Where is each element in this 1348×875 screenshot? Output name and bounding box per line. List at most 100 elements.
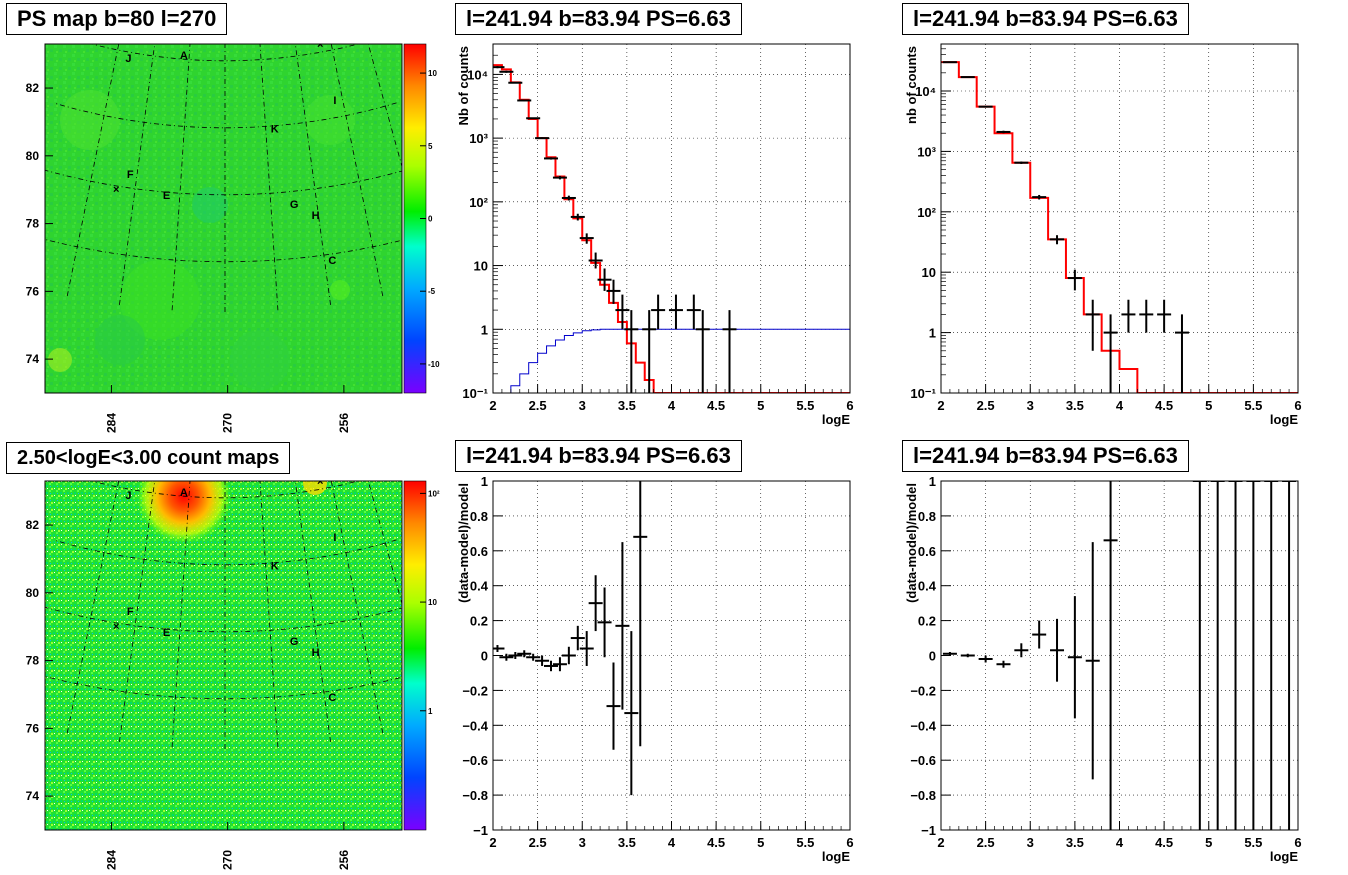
y-tick-label: 0.2	[918, 614, 936, 629]
map-y-tick-label: 82	[26, 518, 40, 532]
plot-res_right: 2 2.5 3 3.5 4 4.5 5 5.5 6 1 0.8 0.6 0.4 0.2 0 −0.2 −0.4 −…	[904, 474, 1302, 864]
y-tick-label: 1	[481, 322, 488, 337]
y-axis-label: (data-model)/model	[456, 483, 471, 603]
x-tick-label: 2	[489, 835, 496, 850]
map-top-patch	[120, 260, 200, 340]
map-source-label: E	[163, 190, 170, 202]
map-y-tick-label: 78	[26, 654, 40, 668]
x-tick-label: 5.5	[1244, 835, 1262, 850]
x-tick-label: 5	[1205, 835, 1212, 850]
map-graticule-lat	[53, 539, 397, 566]
map-top-title: PS map b=80 l=270	[6, 3, 228, 35]
map-bottom-spot	[303, 481, 327, 495]
map-top-patch	[48, 348, 72, 372]
x-tick-label: 4	[668, 835, 676, 850]
map-source-label: G	[290, 636, 299, 648]
y-tick-label: −0.4	[462, 718, 488, 733]
x-tick-label: 4	[1116, 835, 1124, 850]
map-y-tick-label: 82	[26, 81, 40, 95]
x-tick-label: 6	[1294, 398, 1301, 413]
map-graticule-lon	[330, 44, 384, 297]
map-x-tick-label: 256	[337, 413, 351, 433]
x-tick-label: 3.5	[618, 398, 636, 413]
map-colorbar-frame	[403, 480, 427, 831]
map-y-tick-label: 76	[26, 284, 40, 298]
y-tick-label: 0.4	[470, 579, 489, 594]
y-tick-label: 10²	[469, 195, 488, 210]
map-source-label: J	[125, 490, 131, 502]
map-cross-marker: ×	[113, 621, 119, 633]
plot-res_left: 2 2.5 3 3.5 4 4.5 5 5.5 6 1 0.8 0.6 0.4 0.2 0 −0.2 −0.4 −…	[456, 474, 854, 864]
map-graticule-lon	[294, 44, 331, 305]
spec-right-title: l=241.94 b=83.94 PS=6.63	[902, 3, 1189, 35]
x-tick-label: 4.5	[707, 835, 725, 850]
map-top: ××DLAJIKEFGHC82807876742842702561050-5-1…	[26, 43, 440, 433]
map-source-label: G	[290, 199, 299, 211]
x-tick-label: 2.5	[977, 835, 995, 850]
map-graticule-lat	[53, 102, 397, 129]
colorbar-tick-label: -5	[428, 287, 436, 296]
y-tick-label: 10³	[917, 144, 936, 159]
efficiency-histogram	[493, 328, 850, 393]
y-tick-label: −0.8	[462, 788, 488, 803]
map-graticule-lon	[171, 44, 191, 311]
x-axis-label: logE	[822, 412, 850, 427]
map-source-label: I	[333, 532, 336, 544]
x-tick-label: 2.5	[529, 835, 547, 850]
map-source-label: C	[328, 692, 336, 704]
plot-spec_left: 2 2.5 3 3.5 4 4.5 5 5.5 6 10⁻¹ 1 10 10² 10³ 10⁴ logE Nb …	[456, 43, 854, 427]
map-source-label: H	[312, 647, 320, 659]
x-tick-label: 4	[668, 398, 676, 413]
map-y-tick-label: 80	[26, 586, 40, 600]
map-graticule-lon	[119, 44, 156, 305]
x-tick-label: 4	[1116, 398, 1124, 413]
y-tick-label: 0.8	[918, 509, 936, 524]
y-tick-label: 0.4	[918, 579, 937, 594]
colorbar-tick-label: 0	[428, 215, 433, 224]
y-tick-label: −0.6	[910, 753, 936, 768]
map-source-label: E	[163, 627, 170, 639]
y-tick-label: 10⁴	[915, 84, 936, 99]
x-tick-label: 4.5	[707, 398, 725, 413]
plot-spec_right: 2 2.5 3 3.5 4 4.5 5 5.5 6 10⁻¹ 1 10 10² 10³ 10⁴ logE nb …	[904, 43, 1302, 427]
x-axis-label: logE	[822, 849, 850, 864]
x-tick-label: 2.5	[977, 398, 995, 413]
x-tick-label: 6	[1294, 835, 1301, 850]
map-source-label: A	[180, 50, 188, 62]
x-tick-label: 5.5	[1244, 398, 1262, 413]
map-top-patch	[192, 187, 228, 223]
y-tick-label: −0.6	[462, 753, 488, 768]
map-y-tick-label: 74	[26, 789, 40, 803]
plot-frame	[940, 43, 1299, 394]
map-top-colorbar	[404, 44, 426, 393]
map-top-patch	[95, 315, 145, 365]
map-graticule-lon	[171, 481, 191, 748]
x-tick-label: 6	[846, 398, 853, 413]
x-tick-label: 6	[846, 835, 853, 850]
y-tick-label: 10	[922, 265, 936, 280]
colorbar-tick-label: 10²	[428, 489, 440, 498]
y-tick-label: −0.8	[910, 788, 936, 803]
y-tick-label: 0	[929, 649, 936, 664]
map-source-label: F	[127, 606, 134, 618]
y-tick-label: 0.6	[470, 544, 488, 559]
map-source-label: C	[328, 255, 336, 267]
map-graticule-lon	[66, 481, 120, 734]
y-tick-label: 0	[481, 649, 488, 664]
map-graticule-lat	[45, 169, 402, 196]
res-right-title: l=241.94 b=83.94 PS=6.63	[902, 440, 1189, 472]
y-tick-label: 10⁻¹	[462, 386, 488, 401]
y-tick-label: 1	[929, 474, 936, 489]
x-tick-label: 3	[579, 398, 586, 413]
x-tick-label: 2	[937, 398, 944, 413]
map-top-patch	[230, 330, 290, 390]
map-cross-marker: ×	[113, 184, 119, 196]
y-tick-label: 10⁴	[467, 67, 488, 82]
colorbar-tick-label: 5	[428, 142, 433, 151]
y-tick-label: 10⁻¹	[910, 386, 936, 401]
map-bottom-background	[45, 481, 402, 830]
map-x-tick-label: 284	[104, 413, 118, 433]
map-graticule-lon	[294, 481, 331, 742]
